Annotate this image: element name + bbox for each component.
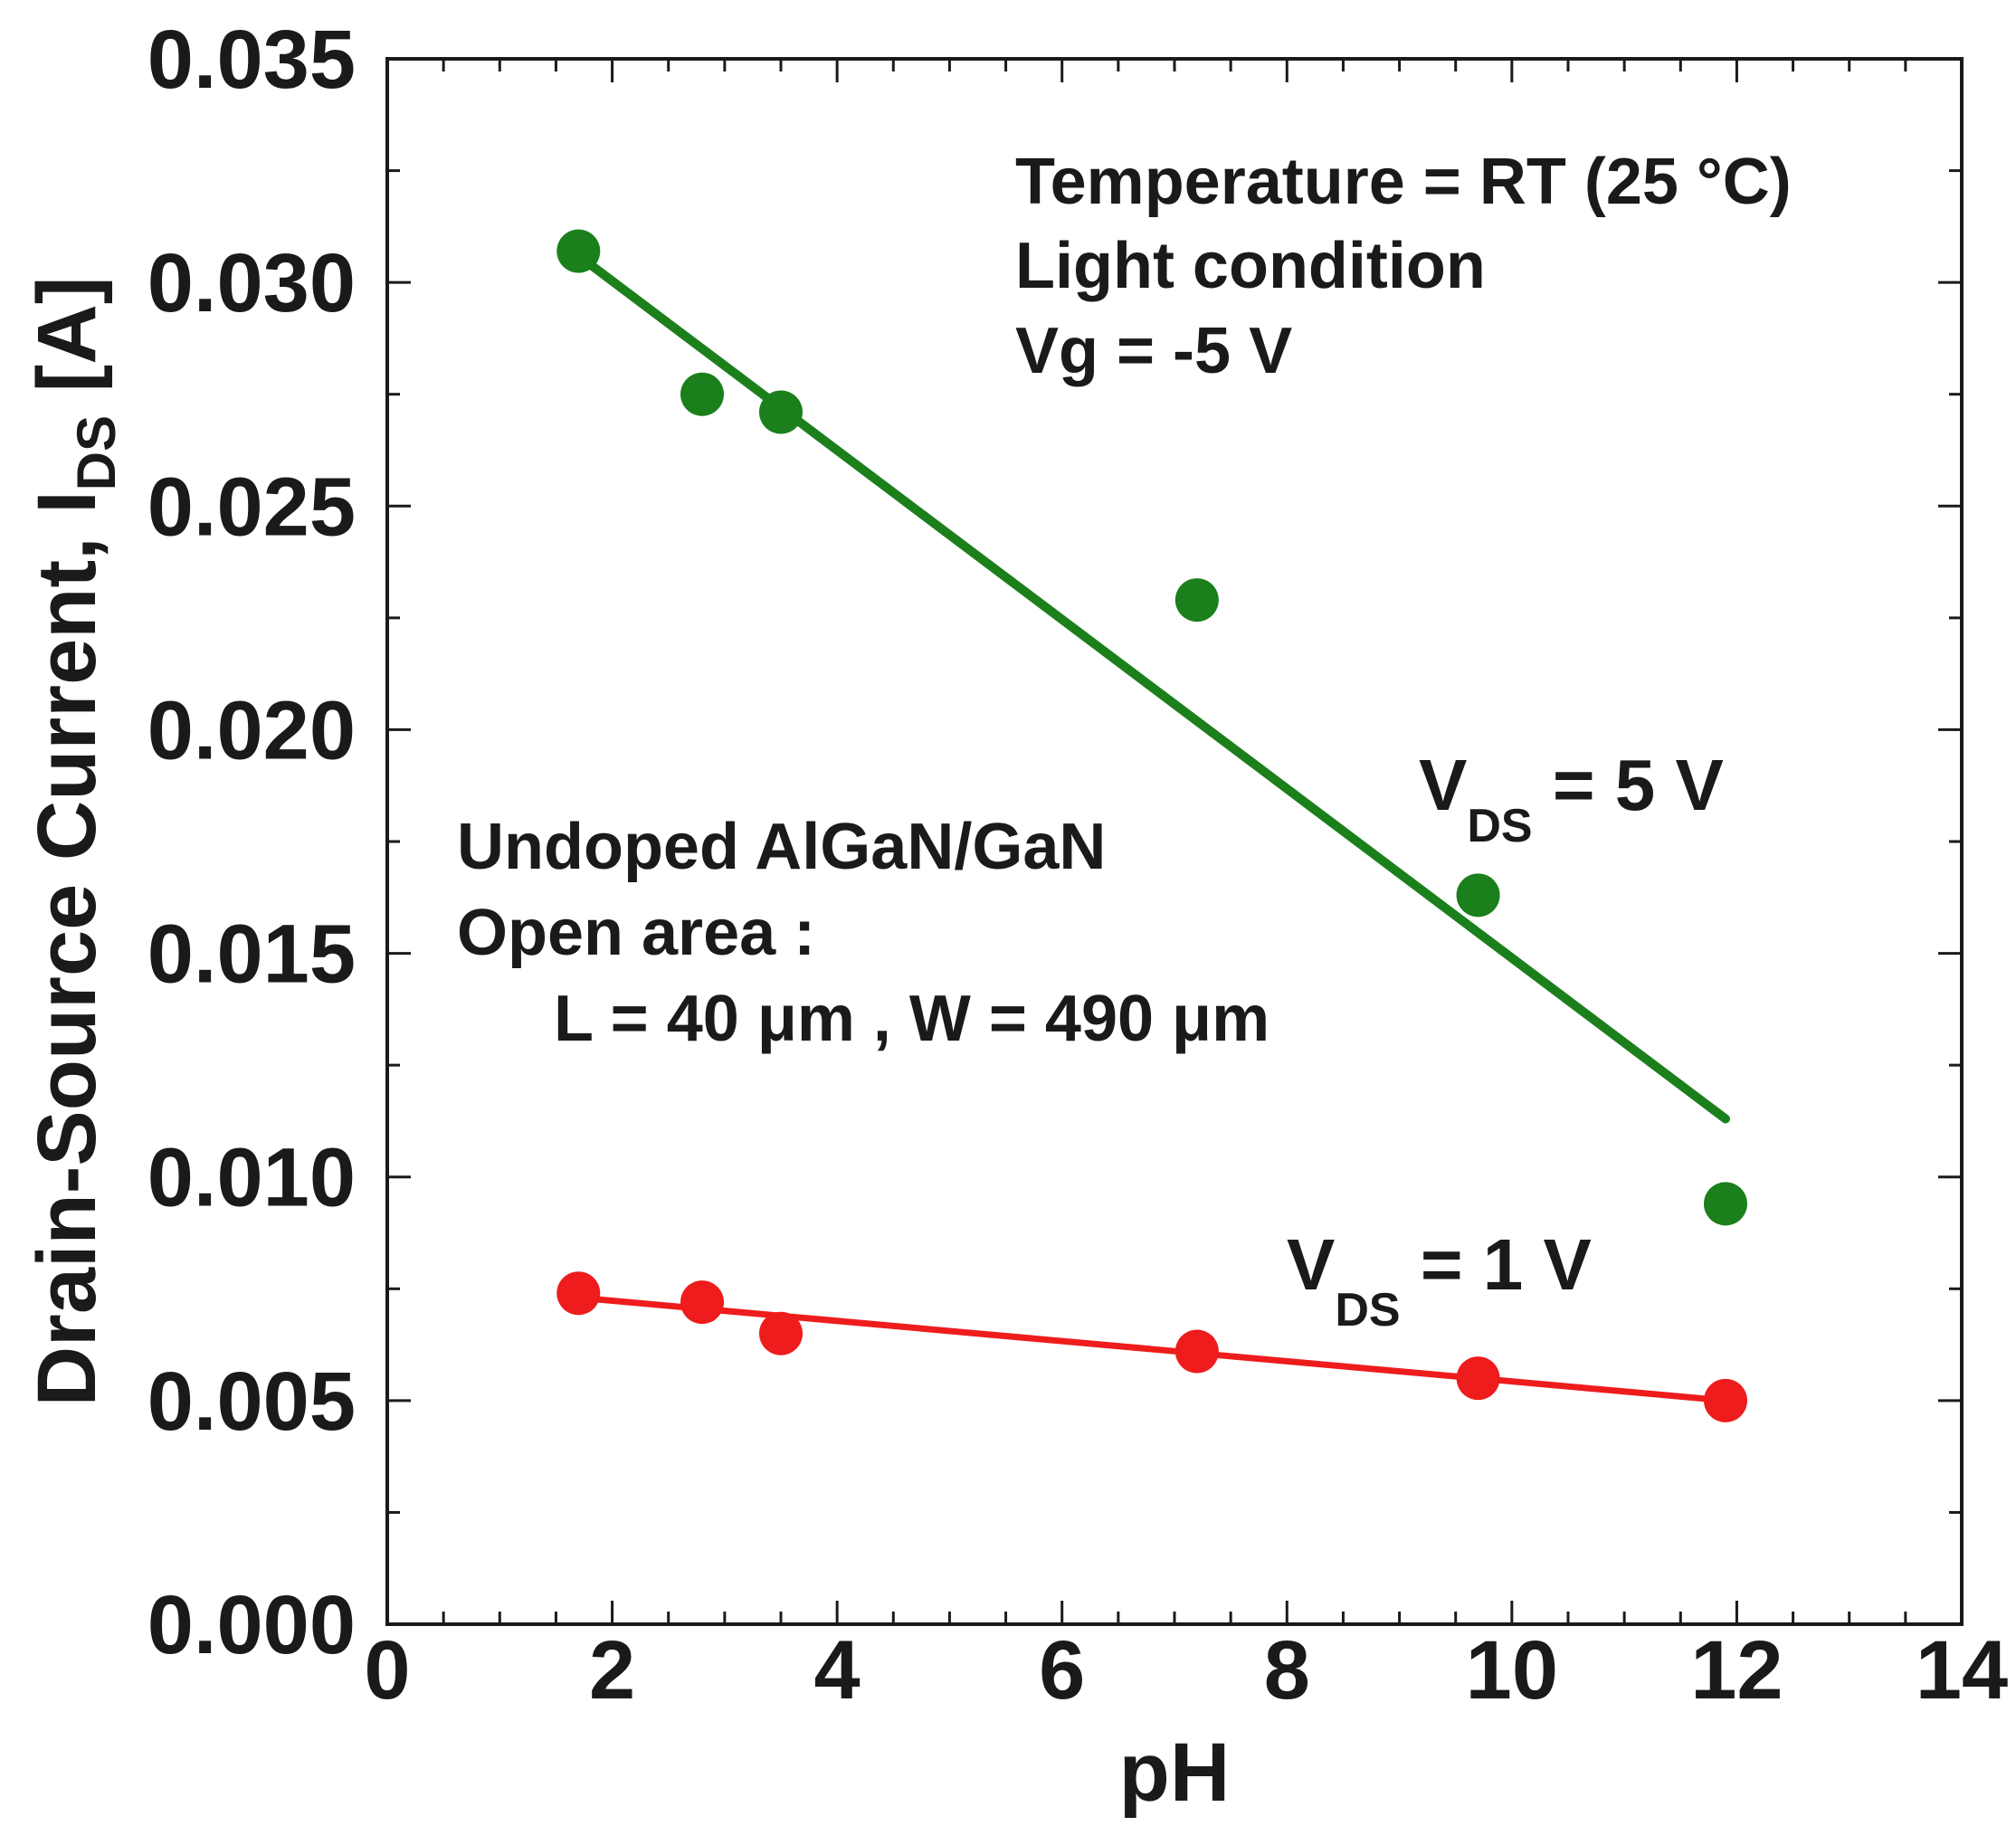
point-vds-1v — [1174, 1329, 1219, 1374]
series-label-vds-1v-main: V — [1287, 1224, 1335, 1305]
point-vds-5v — [1174, 578, 1219, 623]
conditions-line-1: Temperature = RT (25 °C) — [1015, 146, 1792, 218]
x-tick-label: 2 — [589, 1624, 635, 1717]
data-points — [556, 229, 1747, 1422]
x-tick-label: 4 — [814, 1624, 861, 1717]
y-axis-title-unit: [A] — [21, 277, 113, 415]
series-label-vds-5v-sub: DS — [1467, 800, 1532, 852]
x-tick-label: 8 — [1264, 1624, 1310, 1717]
x-tick-label: 12 — [1690, 1624, 1783, 1717]
point-vds-5v — [556, 229, 601, 273]
y-tick-label: 0.005 — [147, 1355, 356, 1448]
y-tick-label: 0.010 — [147, 1132, 356, 1224]
y-axis-title: Drain-Source Current, IDS [A] — [21, 277, 127, 1407]
series-label-vds-1v: VDS = 1 V — [1287, 1224, 1592, 1336]
y-tick-label: 0.015 — [147, 908, 356, 1001]
y-tick-label: 0.025 — [147, 461, 356, 553]
x-tick-label: 14 — [1916, 1624, 2008, 1717]
x-tick-label: 6 — [1039, 1624, 1085, 1717]
conditions-line-3: Vg = -5 V — [1015, 315, 1292, 387]
x-tick-label: 0 — [364, 1624, 410, 1717]
y-tick-label: 0.020 — [147, 684, 356, 776]
major-ticks — [387, 59, 1962, 1624]
x-tick-label: 10 — [1466, 1624, 1558, 1717]
fit-line-vds-1v — [575, 1294, 1729, 1404]
point-vds-5v — [680, 372, 724, 416]
series-label-vds-1v-sub: DS — [1335, 1284, 1400, 1336]
device-line-2: Open area : — [457, 897, 815, 969]
y-tick-label: 0.035 — [147, 14, 356, 106]
y-axis-title-sub: DS — [66, 415, 127, 490]
series-label-vds-5v-rest: = 5 V — [1533, 745, 1724, 825]
conditions-line-2: Light condition — [1015, 230, 1486, 302]
series-label-vds-5v-main: V — [1419, 745, 1467, 825]
series-label-vds-1v-rest: = 1 V — [1401, 1224, 1592, 1305]
minor-ticks — [387, 59, 1962, 1624]
point-vds-5v — [759, 390, 803, 434]
point-vds-1v — [1456, 1356, 1500, 1401]
device-line-1: Undoped AlGaN/GaN — [457, 811, 1106, 883]
point-vds-1v — [680, 1280, 724, 1325]
y-tick-labels: 0.000 0.005 0.010 0.015 0.020 0.025 0.030 0.035 — [147, 14, 356, 1671]
device-line-3: L = 40 μm , W = 490 μm — [554, 983, 1270, 1055]
device-annotation: Undoped AlGaN/GaN Open area : L = 40 μm … — [457, 811, 1270, 1055]
y-tick-label: 0.030 — [147, 237, 356, 329]
y-tick-label: 0.000 — [147, 1579, 356, 1671]
point-vds-1v — [759, 1311, 803, 1355]
point-vds-1v — [556, 1271, 601, 1316]
x-tick-labels: 0 2 4 6 8 10 12 14 — [364, 1624, 2008, 1717]
x-axis-title: pH — [1119, 1726, 1231, 1819]
conditions-annotation: Temperature = RT (25 °C) Light condition… — [1015, 146, 1810, 387]
point-vds-1v — [1704, 1378, 1747, 1422]
y-axis-title-main: Drain-Source Current, I — [21, 490, 113, 1406]
point-vds-5v — [1456, 873, 1500, 918]
series-label-vds-5v: VDS = 5 V — [1419, 745, 1724, 852]
point-vds-5v — [1704, 1182, 1747, 1226]
